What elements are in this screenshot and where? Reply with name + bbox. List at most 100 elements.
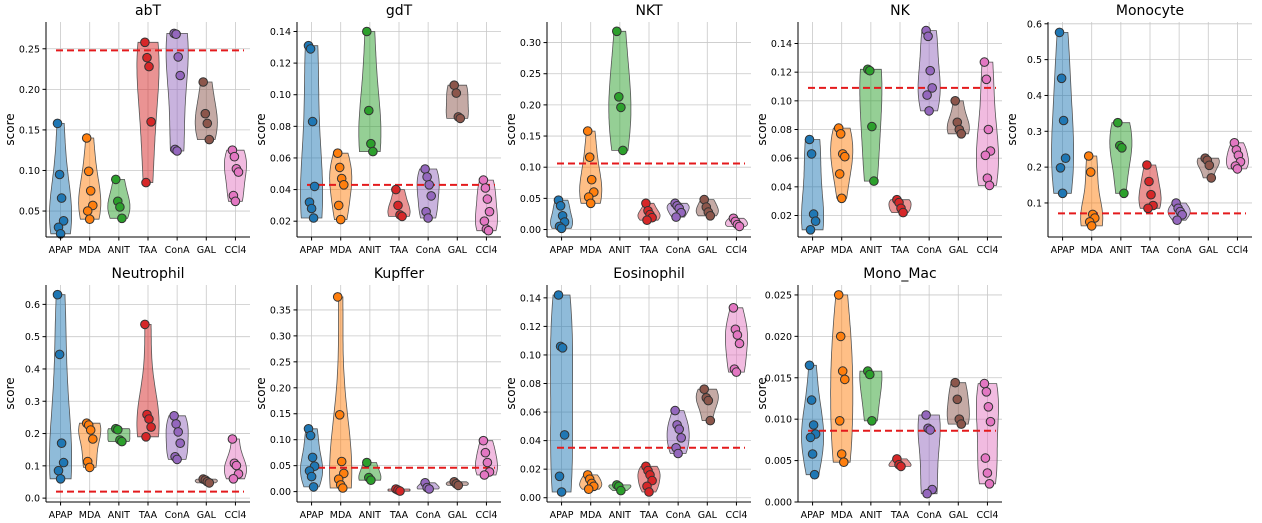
panel-title: Mono_Mac xyxy=(863,266,936,282)
y-tick-label: 0.10 xyxy=(771,96,792,107)
data-point-MDA xyxy=(84,462,95,473)
y-tick-label: 0.20 xyxy=(19,85,40,96)
y-tick-label: 0.00 xyxy=(520,493,541,504)
data-point-CCl4 xyxy=(227,434,238,444)
x-tick-label: TAA xyxy=(138,245,158,256)
x-tick-label: TAA xyxy=(639,245,659,256)
x-tick-label: ANIT xyxy=(860,510,882,521)
data-point-ConA xyxy=(175,70,185,81)
data-point-TAA xyxy=(642,215,652,225)
data-point-ConA xyxy=(424,484,435,494)
x-tick-label: TAA xyxy=(890,245,910,256)
y-tick-label: 0.4 xyxy=(25,364,40,375)
data-point-GAL xyxy=(705,415,716,426)
data-point-MDA xyxy=(835,331,846,342)
x-tick-label: TAA xyxy=(639,510,659,521)
data-point-GAL xyxy=(202,118,213,129)
y-tick-label: 0.10 xyxy=(270,435,291,446)
data-point-APAP xyxy=(804,360,815,371)
y-tick-label: 0.12 xyxy=(520,322,541,333)
data-point-ANIT xyxy=(1119,188,1129,199)
data-point-APAP xyxy=(306,203,317,214)
data-point-ANIT xyxy=(115,202,125,212)
data-point-TAA xyxy=(397,211,407,222)
x-tick-label: CCl4 xyxy=(976,510,998,521)
data-point-CCl4 xyxy=(732,330,743,340)
data-point-TAA xyxy=(1143,203,1153,214)
data-point-APAP xyxy=(308,213,319,223)
data-point-TAA xyxy=(393,200,403,211)
data-point-MDA xyxy=(82,206,93,216)
y-tick-label: 0.015 xyxy=(765,373,792,384)
data-point-APAP xyxy=(305,44,316,54)
y-axis-label: score xyxy=(254,113,268,145)
y-axis-label: score xyxy=(504,113,518,145)
x-tick-label: MDA xyxy=(831,245,853,256)
data-point-GAL xyxy=(198,77,208,87)
data-point-ANIT xyxy=(865,65,875,76)
data-point-CCl4 xyxy=(979,378,990,389)
panel-title: gdT xyxy=(386,3,413,19)
x-tick-label: MDA xyxy=(79,245,101,256)
data-point-MDA xyxy=(332,292,343,302)
y-tick-label: 0.15 xyxy=(270,409,291,420)
data-point-TAA xyxy=(1142,160,1152,170)
x-tick-label: CCl4 xyxy=(224,245,246,256)
data-point-APAP xyxy=(305,430,316,441)
data-point-TAA xyxy=(395,486,405,496)
violin-MDA xyxy=(830,127,854,199)
violin-ConA xyxy=(165,33,189,152)
violin-MDA xyxy=(78,422,102,468)
data-point-ANIT xyxy=(869,176,879,186)
data-point-ConA xyxy=(171,419,181,429)
data-point-CCl4 xyxy=(478,435,489,446)
x-tick-label: CCl4 xyxy=(976,245,998,256)
data-point-ConA xyxy=(927,83,938,93)
violin-ANIT xyxy=(1109,122,1133,194)
x-tick-label: CCl4 xyxy=(475,510,497,521)
data-point-APAP xyxy=(806,395,817,405)
data-point-CCl4 xyxy=(985,416,996,427)
data-point-GAL xyxy=(200,108,211,119)
panel-title: Eosinophil xyxy=(613,266,685,282)
x-tick-label: GAL xyxy=(448,510,468,521)
data-point-CCl4 xyxy=(734,338,745,349)
data-point-ConA xyxy=(922,488,932,499)
data-point-APAP xyxy=(556,487,567,497)
y-tick-label: 0.2 xyxy=(25,429,40,440)
data-point-MDA xyxy=(584,152,595,162)
data-point-APAP xyxy=(58,216,69,226)
data-point-APAP xyxy=(308,482,319,492)
data-point-TAA xyxy=(144,61,154,72)
y-tick-label: 0.14 xyxy=(771,39,792,50)
y-tick-label: 0.30 xyxy=(520,38,541,49)
data-point-TAA xyxy=(141,177,151,188)
y-tick-label: 0.10 xyxy=(19,166,40,177)
data-point-APAP xyxy=(1056,73,1067,84)
data-point-MDA xyxy=(81,133,92,143)
data-point-CCl4 xyxy=(982,468,993,478)
data-point-MDA xyxy=(836,193,847,204)
x-tick-label: APAP xyxy=(49,245,73,256)
data-point-APAP xyxy=(1057,188,1068,199)
data-point-ConA xyxy=(676,433,687,443)
data-point-CCl4 xyxy=(480,183,491,193)
data-point-MDA xyxy=(83,166,94,177)
y-tick-label: 0.25 xyxy=(520,69,541,80)
data-point-CCl4 xyxy=(984,479,995,489)
data-point-GAL xyxy=(451,88,462,98)
y-tick-label: 0.005 xyxy=(765,456,792,467)
y-axis-label: score xyxy=(254,377,268,409)
x-tick-label: ConA xyxy=(666,510,691,521)
data-point-APAP xyxy=(307,452,318,463)
data-point-MDA xyxy=(835,129,846,139)
x-tick-label: APAP xyxy=(300,510,324,521)
x-tick-label: GAL xyxy=(698,510,718,521)
x-tick-label: GAL xyxy=(197,510,217,521)
x-tick-label: ConA xyxy=(917,245,942,256)
y-tick-label: 0.10 xyxy=(270,90,291,101)
data-point-APAP xyxy=(805,432,816,443)
data-point-TAA xyxy=(1146,189,1156,200)
data-point-APAP xyxy=(54,349,65,360)
